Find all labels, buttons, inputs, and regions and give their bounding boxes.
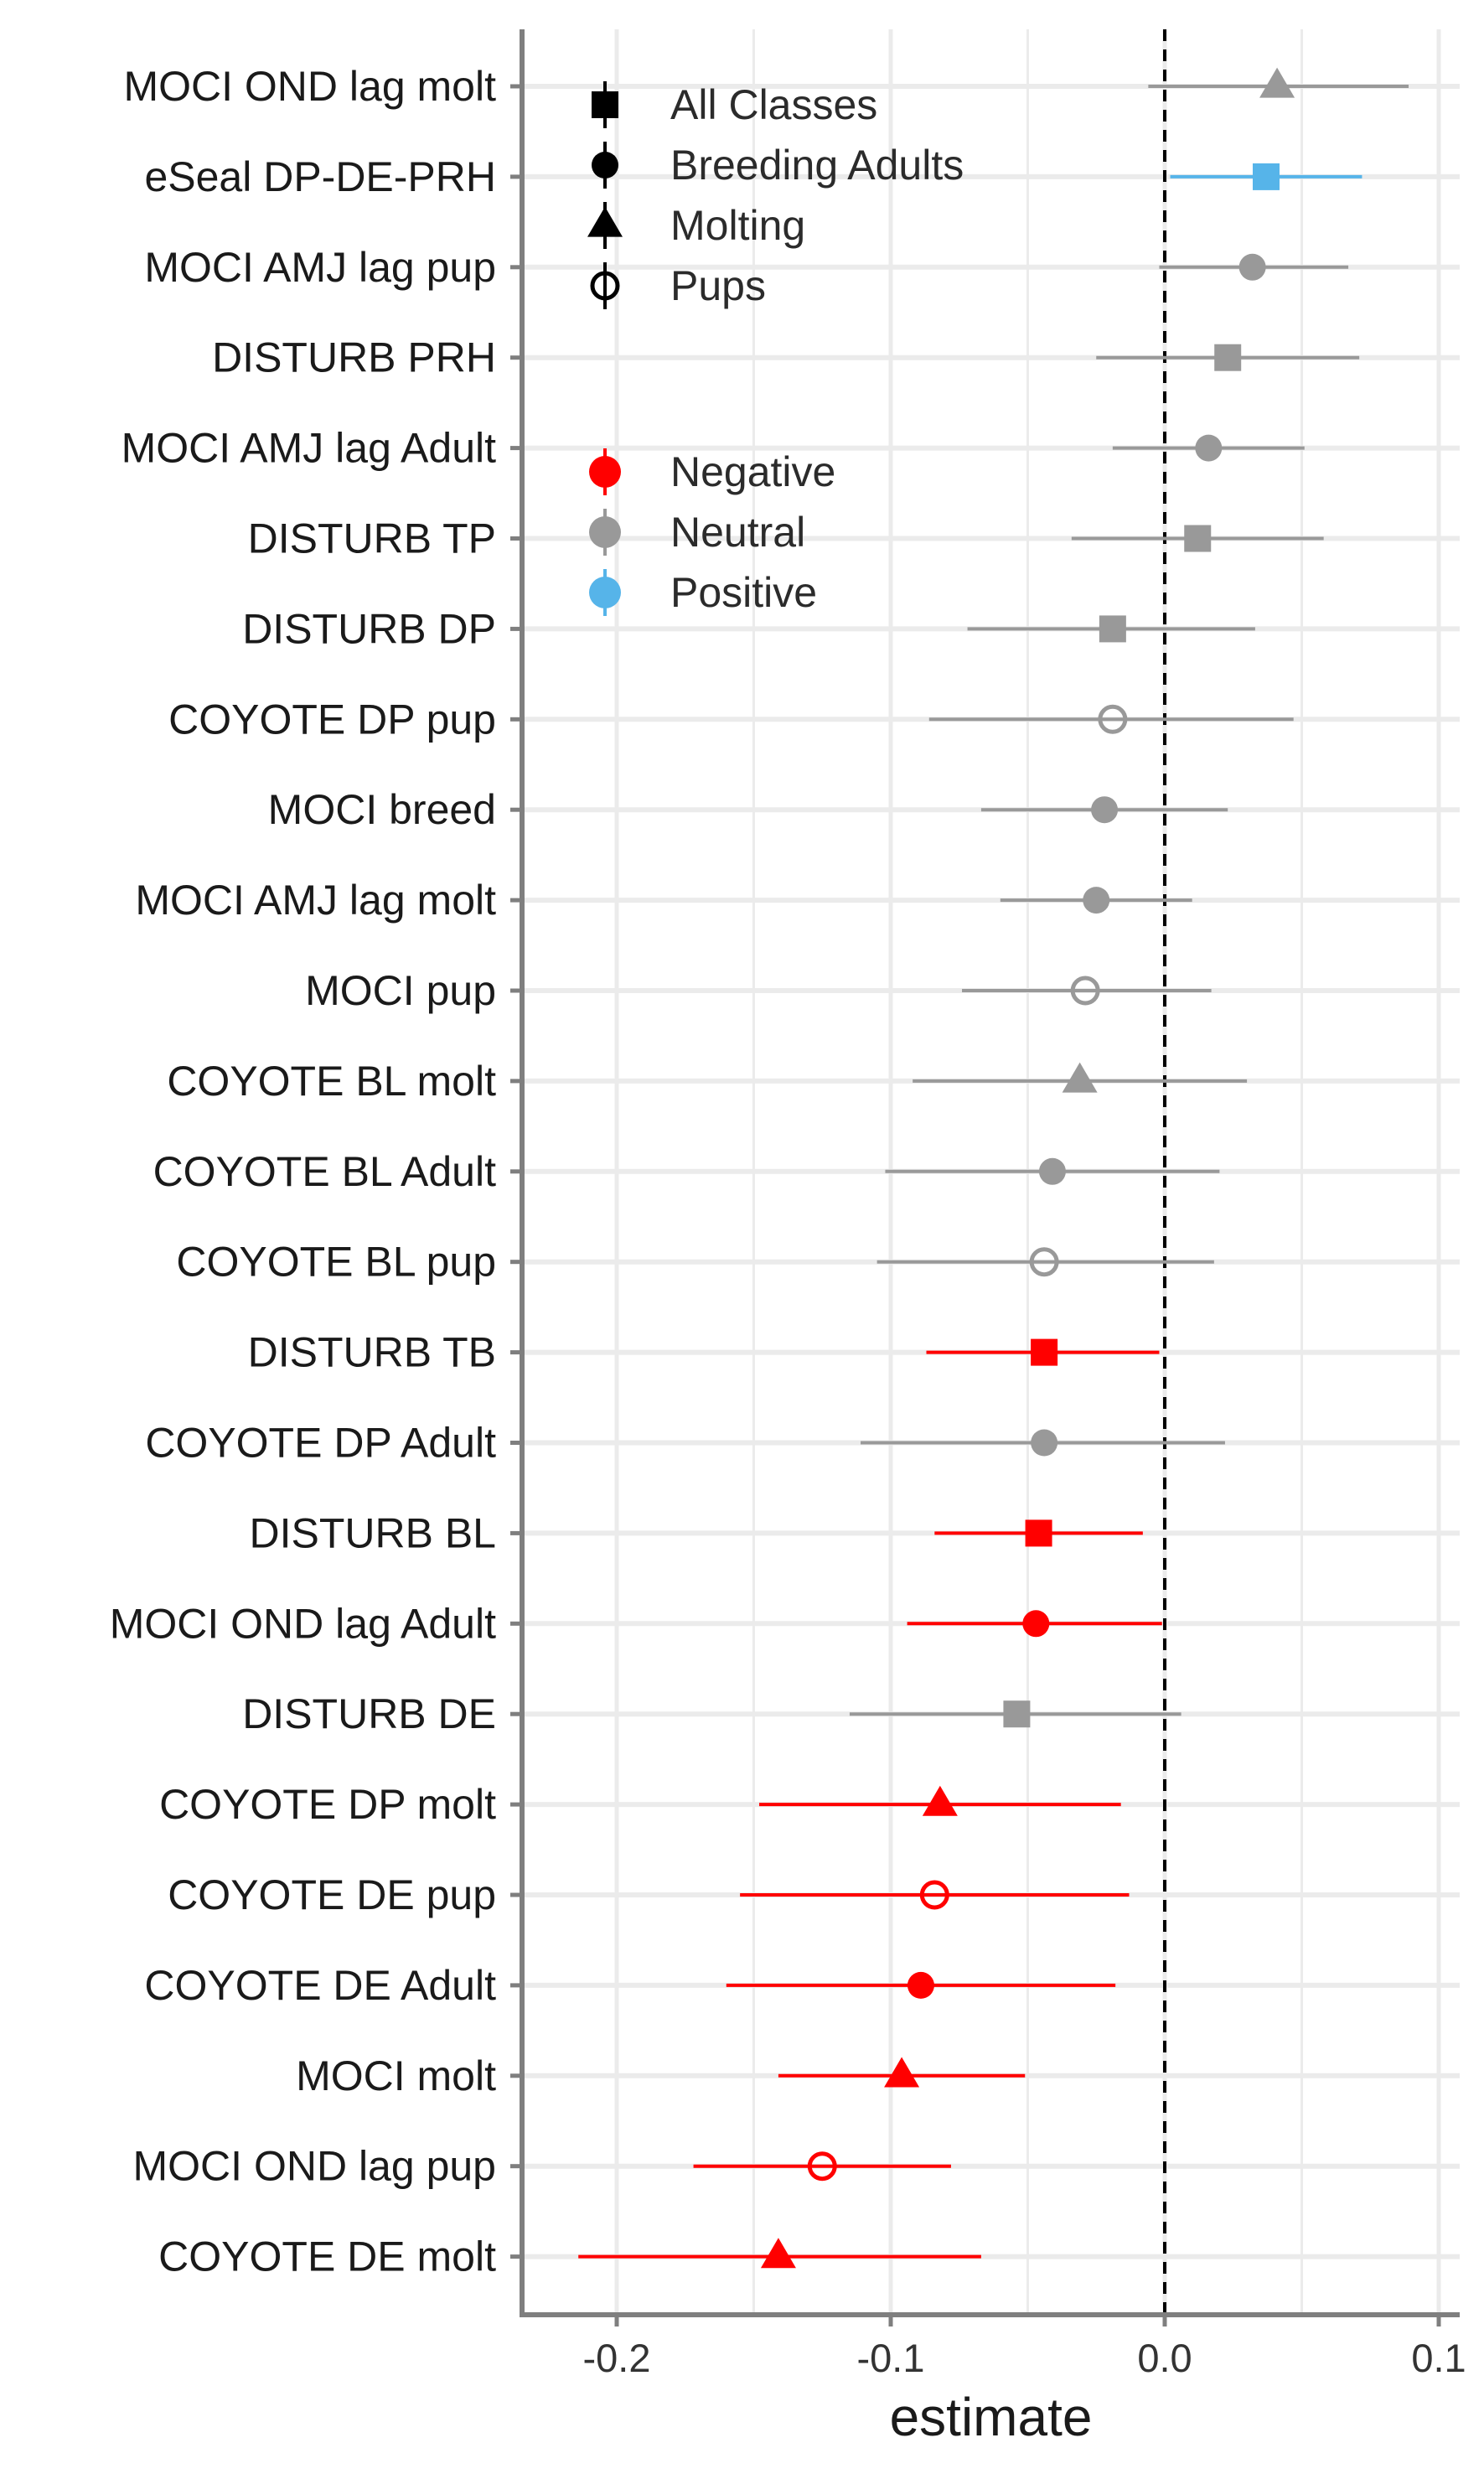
point-estimate xyxy=(1238,253,1266,281)
point-estimate xyxy=(1029,1247,1059,1277)
point-estimate xyxy=(1025,1519,1052,1547)
legend-label: Neutral xyxy=(670,509,805,556)
point-estimate xyxy=(1031,1429,1058,1457)
legend-label: Pups xyxy=(670,262,766,309)
y-axis-label: MOCI AMJ lag Adult xyxy=(122,425,496,472)
y-axis-label: COYOTE DE pup xyxy=(168,1871,496,1918)
point-estimate xyxy=(1031,1338,1058,1366)
x-axis-title: estimate xyxy=(890,2387,1093,2447)
y-axis-label: MOCI breed xyxy=(268,786,496,833)
legend-key-triangle xyxy=(587,206,623,237)
x-tick-label: -0.1 xyxy=(857,2336,925,2380)
point-estimate xyxy=(1252,163,1280,190)
y-axis-label: COYOTE DP Adult xyxy=(145,1420,496,1467)
point-estimate xyxy=(922,1785,958,1816)
point-estimate xyxy=(807,2151,837,2182)
point-estimate xyxy=(884,2057,920,2088)
point-estimate xyxy=(1022,1610,1050,1638)
legend-label: Molting xyxy=(670,202,805,249)
y-axis-label: MOCI OND lag molt xyxy=(123,63,496,110)
legend: All Classes Breeding Adults Molting Pups Neg… xyxy=(587,81,964,616)
y-axis-label: MOCI AMJ lag molt xyxy=(135,877,496,924)
point-estimate xyxy=(907,1971,934,1999)
point-estimate xyxy=(1259,67,1295,98)
point-estimates xyxy=(760,67,1295,2269)
y-axis-label: DISTURB PRH xyxy=(212,334,496,381)
legend-label: Breeding Adults xyxy=(670,142,964,189)
y-axis-label: DISTURB TB xyxy=(248,1329,496,1376)
y-axis-label: COYOTE DP molt xyxy=(159,1781,496,1828)
point-estimate xyxy=(1070,976,1100,1006)
point-estimate xyxy=(1091,796,1119,824)
y-axis-label: MOCI AMJ lag pup xyxy=(144,244,496,291)
legend-key-circle xyxy=(592,152,618,179)
point-estimate xyxy=(1003,1700,1031,1728)
point-estimate xyxy=(1083,887,1110,914)
y-axis-label: DISTURB DP xyxy=(242,605,496,652)
x-tick-label: 0.0 xyxy=(1137,2336,1192,2380)
legend-key-color xyxy=(589,577,621,608)
point-estimate xyxy=(1062,1062,1098,1093)
point-estimate xyxy=(1038,1157,1066,1185)
legend-label: All Classes xyxy=(670,81,877,128)
point-estimate xyxy=(1184,525,1212,552)
legend-key-open-circle xyxy=(590,271,620,301)
point-estimate xyxy=(760,2238,796,2269)
y-axis-label: MOCI pup xyxy=(305,967,496,1014)
legend-label: Negative xyxy=(670,448,835,495)
legend-label: Positive xyxy=(670,569,817,616)
y-axis-label: COYOTE DP pup xyxy=(168,696,496,743)
y-axis-label: DISTURB DE xyxy=(242,1690,496,1737)
x-axis-ticks: -0.2 -0.1 0.0 0.1 xyxy=(583,2315,1466,2380)
y-axis-labels: MOCI OND lag molt eSeal DP-DE-PRH MOCI AMJ… xyxy=(110,63,522,2280)
y-axis-label: COYOTE DE molt xyxy=(158,2233,496,2280)
x-tick-label: -0.2 xyxy=(583,2336,651,2380)
point-estimate xyxy=(919,1880,949,1910)
point-estimate xyxy=(1214,344,1242,371)
y-axis-label: eSeal DP-DE-PRH xyxy=(144,153,496,200)
y-axis-label: MOCI OND lag Adult xyxy=(110,1600,496,1647)
legend-key-color xyxy=(589,516,621,548)
point-estimate xyxy=(1195,434,1223,462)
y-axis-label: MOCI molt xyxy=(296,2052,496,2099)
y-axis-label: COYOTE BL pup xyxy=(176,1239,496,1286)
point-estimate xyxy=(1099,615,1126,643)
y-axis-label: COYOTE BL Adult xyxy=(153,1148,497,1195)
y-axis-label: MOCI OND lag pup xyxy=(133,2143,496,2190)
y-axis-label: DISTURB TP xyxy=(248,515,496,562)
y-axis-label: COYOTE BL molt xyxy=(167,1058,496,1105)
point-estimate xyxy=(1098,704,1128,734)
legend-key-color xyxy=(589,456,621,488)
legend-key-square xyxy=(592,91,618,118)
y-axis-label: COYOTE DE Adult xyxy=(144,1962,496,2009)
x-tick-label: 0.1 xyxy=(1411,2336,1466,2380)
y-axis-label: DISTURB BL xyxy=(249,1509,496,1556)
